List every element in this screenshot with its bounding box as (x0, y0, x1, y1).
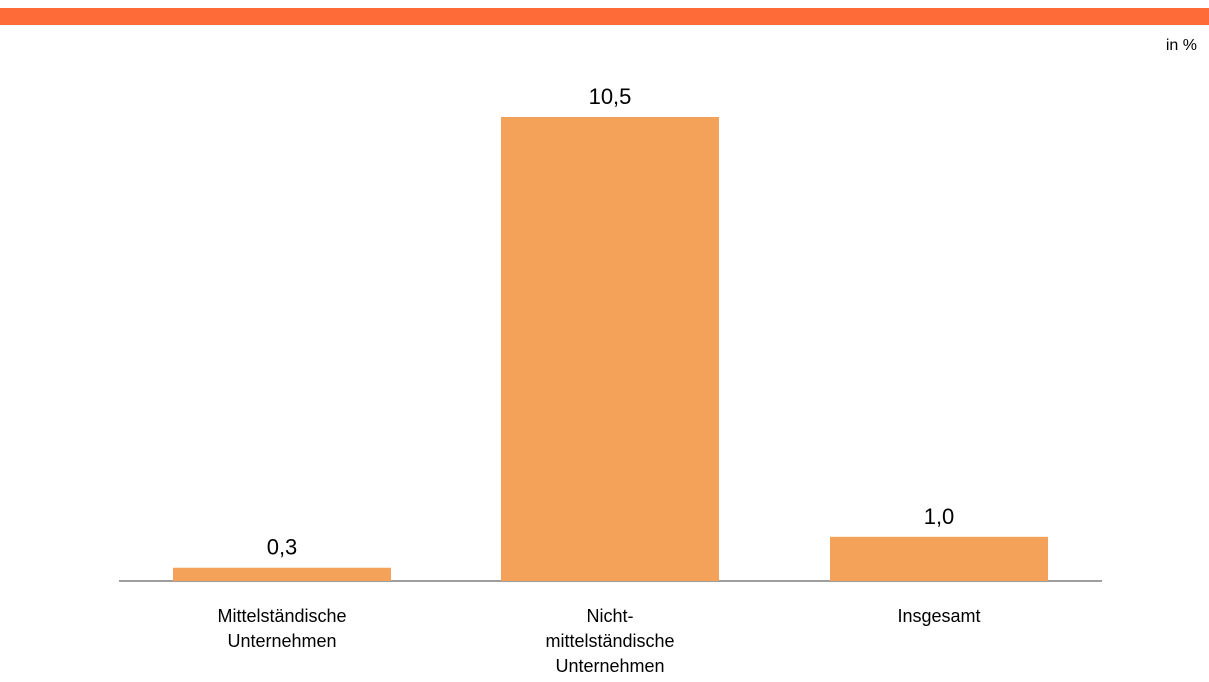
unit-label: in % (1165, 37, 1197, 54)
category-label-line: Mittelständische (217, 606, 346, 626)
category-label-line: mittelständische (545, 631, 674, 651)
bar-1 (501, 117, 719, 581)
category-label-line: Nicht- (586, 606, 633, 626)
bar-value-label-2: 1,0 (924, 504, 955, 529)
header-accent-bar (0, 8, 1209, 25)
bar-value-label-1: 10,5 (589, 84, 632, 109)
bar-value-label-0: 0,3 (267, 535, 298, 560)
category-label-0: Mittelständische Unternehmen (217, 606, 346, 651)
category-label-line: Insgesamt (897, 606, 980, 626)
category-label-2: Insgesamt (897, 606, 980, 626)
bar-0 (173, 567, 391, 581)
category-label-line: Unternehmen (227, 631, 336, 651)
category-label-line: Unternehmen (555, 656, 664, 676)
category-label-1: Nicht-mittelständische Unternehmen (545, 606, 674, 676)
bar-2 (830, 536, 1048, 581)
